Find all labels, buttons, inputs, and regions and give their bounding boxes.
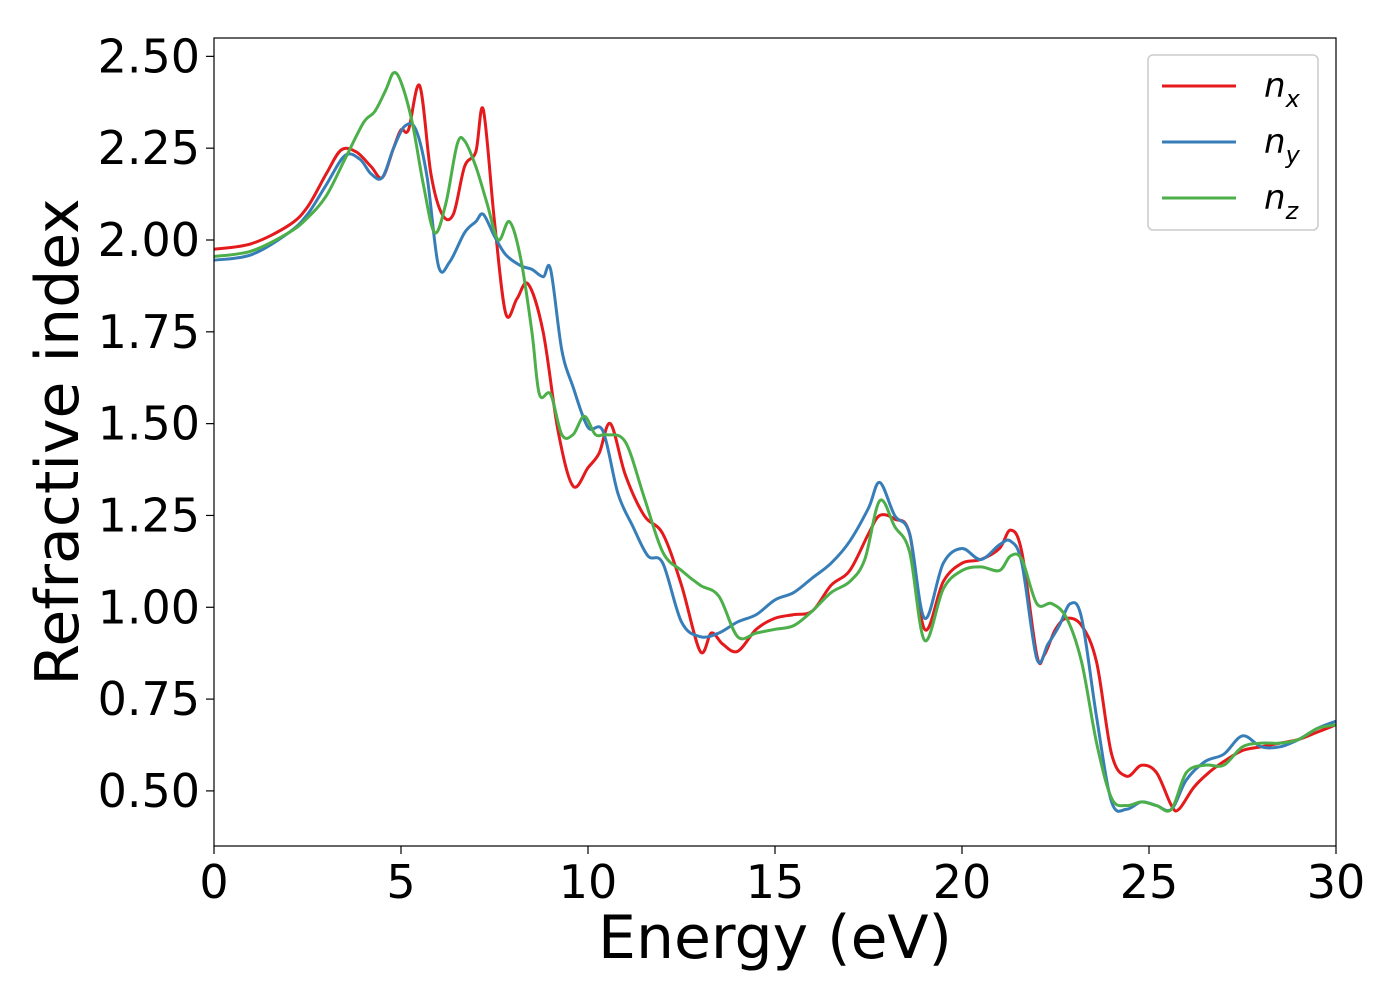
series-line-y [214,122,1336,813]
x-tick-label: 20 [933,855,992,909]
legend-label-z: nz [1264,178,1300,225]
x-axis-title: Energy (eV) [598,903,952,973]
legend-label-x: nx [1264,66,1301,113]
y-tick-label: 1.50 [98,397,200,451]
series-line-z [214,71,1336,813]
x-axis-ticks: 0 5 10 15 20 25 30 [199,846,1365,909]
y-tick-label: 2.25 [98,121,200,175]
x-tick-label: 25 [1120,855,1179,909]
series-line-x [214,83,1336,813]
y-tick-label: 0.50 [98,764,200,818]
y-axis-ticks: 0.50 0.75 1.00 1.25 1.50 1.75 2.00 2.25 2.50 [98,29,214,818]
x-tick-label: 5 [386,855,415,909]
x-tick-label: 0 [199,855,228,909]
series-layer [214,71,1336,813]
legend-entries: nx ny nz [1162,66,1301,225]
y-tick-label: 1.00 [98,580,200,634]
y-tick-label: 2.00 [98,213,200,267]
y-tick-label: 2.50 [98,29,200,83]
x-tick-label: 30 [1307,855,1366,909]
y-tick-label: 1.25 [98,488,200,542]
legend-label-y: ny [1264,122,1301,169]
y-tick-label: 1.75 [98,305,200,359]
y-tick-label: 0.75 [98,672,200,726]
y-axis-title: Refractive index [23,198,93,685]
x-tick-label: 10 [559,855,618,909]
legend: nx ny nz [1147,54,1319,231]
x-tick-label: 15 [746,855,805,909]
